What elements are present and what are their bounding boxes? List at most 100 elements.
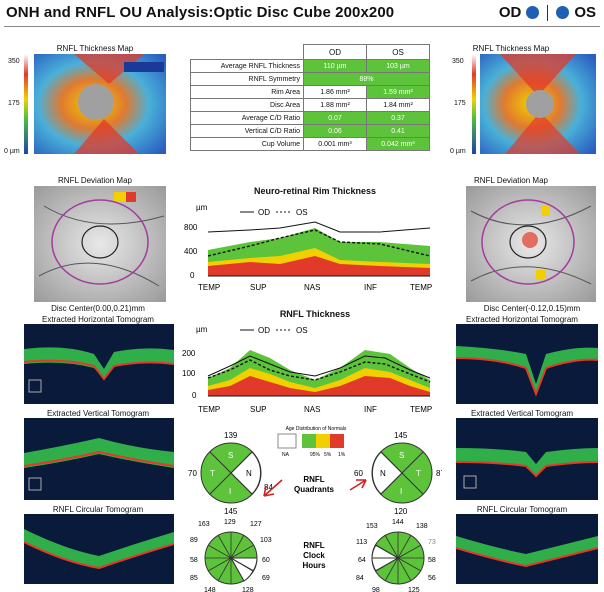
metrics-header-os: OS	[366, 44, 430, 60]
od-eye-icon	[526, 6, 540, 19]
row-od-value: 0.06	[303, 124, 367, 138]
od-clock-value: 127	[250, 521, 262, 528]
table-row: Rim Area 1.86 mm² 1.59 mm²	[190, 85, 430, 99]
od-clock-value: 148	[204, 587, 216, 592]
clock-label-3: Hours	[302, 561, 326, 570]
od-clock-value: 89	[190, 537, 198, 544]
left-scale-mid: 175	[8, 100, 20, 107]
left-scale-min: 0 µm	[4, 148, 20, 155]
rim-ytick: 0	[190, 271, 195, 280]
od-quad-n-letter: N	[246, 469, 252, 478]
table-row: Average C/D Ratio 0.07 0.37	[190, 111, 430, 125]
right-horiz-title: Extracted Horizontal Tomogram	[466, 315, 578, 324]
right-thickness-map	[480, 54, 596, 154]
rim-od-line	[207, 221, 431, 233]
page-title: ONH and RNFL OU Analysis:Optic Disc Cube…	[6, 4, 395, 21]
os-clock-value: 138	[416, 523, 428, 530]
rim-xtick: TEMP	[198, 283, 220, 292]
right-deviation-map	[466, 186, 596, 302]
right-scale-max: 350	[452, 58, 464, 65]
os-quad-i-letter: I	[400, 487, 402, 496]
right-circ-title: RNFL Circular Tomogram	[476, 505, 568, 514]
rnfl-ytick: 100	[182, 369, 196, 378]
rim-legend-os: OS	[296, 208, 308, 217]
row-label: Vertical C/D Ratio	[190, 124, 304, 138]
rnfl-xtick: SUP	[250, 405, 266, 414]
table-row: Disc Area 1.88 mm² 1.84 mm²	[190, 98, 430, 112]
right-deviation-title: RNFL Deviation Map	[474, 176, 548, 185]
left-deviation-title: RNFL Deviation Map	[58, 176, 132, 185]
rim-unit: µm	[196, 203, 208, 212]
row-os-value: 0.41	[366, 124, 430, 138]
os-clock-value: 64	[358, 557, 366, 564]
rim-chart-title: Neuro-retinal Rim Thickness	[253, 186, 377, 196]
rnfl-xtick: TEMP	[410, 405, 432, 414]
norms-pct: 5%	[324, 452, 332, 458]
left-circ-title: RNFL Circular Tomogram	[52, 505, 144, 514]
rnfl-chart: µm OD OS 200 100 0 TEMP SUP NAS INF TEMP	[182, 325, 432, 414]
od-clock-value: 128	[242, 587, 254, 592]
norms-pct: 95%	[310, 452, 321, 458]
row-od-value: 110 µm	[303, 59, 367, 73]
left-horiz-title: Extracted Horizontal Tomogram	[42, 315, 154, 324]
norms-swatch-na	[277, 433, 297, 449]
od-quad-i-letter: I	[229, 487, 231, 496]
table-row: RNFL Symmetry 88%	[190, 72, 430, 86]
header-divider	[4, 26, 600, 27]
rim-red-band	[208, 256, 430, 276]
norms-legend: Age Distribution of Normals NA 95% 5% 1%	[277, 426, 347, 458]
row-os-value: 1.59 mm²	[366, 85, 430, 99]
os-quad-n-letter: N	[380, 469, 386, 478]
os-quad-s-letter: S	[399, 451, 404, 460]
rnfl-xtick: NAS	[304, 405, 320, 414]
norms-title: Age Distribution of Normals	[286, 426, 347, 432]
rim-chart: µm OD OS 800 400 0 TEMP SUP NAS INF TEMP	[184, 203, 432, 292]
od-arrow-icon	[263, 479, 283, 497]
left-disc-center: Disc Center(0.00,0.21)mm	[51, 304, 145, 313]
left-horiz-tomogram	[24, 324, 174, 404]
od-quadrant-chart: S N I T 139 84 145 70	[188, 431, 273, 516]
rim-ytick: 400	[184, 247, 198, 256]
table-row: Average RNFL Thickness 110 µm 103 µm	[190, 59, 430, 73]
metrics-header-od: OD	[303, 44, 367, 60]
rim-os-line	[207, 229, 431, 257]
rim-xtick: NAS	[304, 283, 320, 292]
right-thickness-map-title: RNFL Thickness Map	[472, 44, 550, 53]
row-od-value: 1.86 mm²	[303, 85, 367, 99]
od-quad-i-value: 145	[224, 507, 238, 516]
os-clock-value: 73	[428, 539, 436, 546]
od-quad-s-letter: S	[228, 451, 233, 460]
right-disc-center: Disc Center(-0.12,0.15)mm	[483, 304, 581, 313]
os-quad-t-value: 87	[436, 469, 442, 478]
row-os-value: 0.37	[366, 111, 430, 125]
right-circ-tomogram	[456, 514, 598, 584]
left-vert-tomogram	[24, 418, 174, 500]
row-label: Disc Area	[190, 98, 304, 112]
left-color-scale	[24, 54, 28, 154]
od-quad-s-value: 139	[224, 431, 238, 440]
norms-swatch-red	[330, 434, 344, 448]
od-clock-value: 60	[262, 557, 270, 564]
row-od-value: 0.001 mm³	[303, 137, 367, 151]
row-label: RNFL Symmetry	[190, 72, 304, 86]
rnfl-ytick: 0	[192, 391, 197, 400]
clock-hours-panel: 163 129 127 89 103 58 60 85 69 148 128 R…	[190, 519, 436, 592]
rnfl-xtick: INF	[364, 405, 377, 414]
row-od-value: 0.07	[303, 111, 367, 125]
rim-legend-od: OD	[258, 208, 270, 217]
norms-swatch-yellow	[316, 434, 330, 448]
left-thickness-map-title: RNFL Thickness Map	[56, 44, 134, 53]
clock-label-1: RNFL	[303, 541, 324, 550]
eye-legend: OD OS	[499, 4, 596, 21]
os-clock-value: 84	[356, 575, 364, 582]
os-clock-value: 56	[428, 575, 436, 582]
rnfl-xtick: TEMP	[198, 405, 220, 414]
rim-xtick: SUP	[250, 283, 266, 292]
od-clock-value: 103	[260, 537, 272, 544]
left-deviation-map	[34, 186, 166, 302]
od-clock-value: 58	[190, 557, 198, 564]
right-vert-tomogram	[456, 418, 598, 500]
os-clock-value: 113	[356, 539, 367, 546]
row-label: Rim Area	[190, 85, 304, 99]
quadrants-label-1: RNFL	[303, 475, 324, 484]
